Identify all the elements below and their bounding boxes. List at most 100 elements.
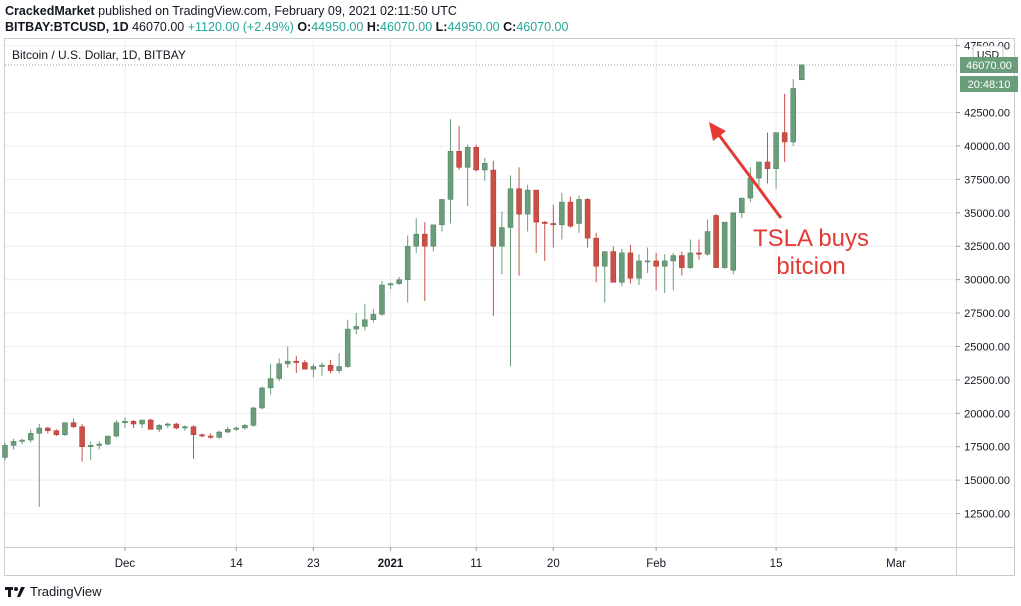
- ohlc-legend: BITBAY:BTCUSD, 1D 46070.00 +1120.00 (+2.…: [5, 19, 568, 35]
- candle-body: [293, 360, 300, 363]
- y-tick-label: 17500.00: [964, 442, 1010, 454]
- candle-body: [53, 430, 60, 435]
- y-tick-label: 40000.00: [964, 141, 1010, 153]
- countdown-text: 20:48:10: [968, 79, 1011, 91]
- y-tick-label: 20000.00: [964, 408, 1010, 420]
- candle-body: [627, 252, 634, 279]
- chart-frame: [4, 38, 1015, 576]
- candle-body: [379, 284, 385, 315]
- candle-body: [601, 251, 608, 267]
- candle-body: [105, 435, 111, 445]
- last-price-tag: 46070.00 20:48:10: [960, 57, 1018, 92]
- candle-body: [319, 364, 325, 367]
- annotation-line1: TSLA buys: [753, 225, 869, 252]
- candle-body: [593, 237, 599, 267]
- candle-body: [670, 255, 677, 262]
- candle-body: [199, 434, 205, 437]
- candle-body: [790, 88, 796, 143]
- y-tick-label: 32500.00: [964, 241, 1010, 253]
- publish-header: CrackedMarket published on TradingView.c…: [5, 3, 457, 19]
- candle-body: [422, 233, 428, 247]
- candle-body: [550, 223, 557, 226]
- candle-body: [267, 378, 274, 389]
- x-tick-label: 14: [230, 558, 243, 570]
- close-value: 46070.00: [516, 20, 569, 34]
- candle-body: [721, 221, 728, 268]
- y-tick-label: 30000.00: [964, 275, 1010, 287]
- candle-body: [473, 147, 479, 171]
- candle-body: [327, 364, 334, 371]
- price-tag-bg: [960, 57, 1018, 73]
- change-value: +1120.00 (+2.49%): [187, 20, 294, 34]
- candle-body: [36, 427, 43, 434]
- candle-body: [156, 425, 162, 430]
- chart-title: Bitcoin / U.S. Dollar, 1D, BITBAY: [12, 48, 186, 62]
- candle-body: [507, 188, 514, 228]
- candle-body: [696, 252, 702, 255]
- candle-body: [584, 199, 591, 239]
- candle-body: [45, 427, 51, 431]
- candle-body: [456, 151, 462, 168]
- y-tick-label: 27500.00: [964, 308, 1010, 320]
- annotation-arrow-shaft: [714, 130, 783, 219]
- annotation-line2: bitcion: [776, 253, 845, 280]
- candle-body: [130, 421, 137, 425]
- x-tick-label: 20: [547, 558, 560, 570]
- candle-body: [739, 197, 745, 214]
- time-axis[interactable]: Dec 14 23 2021 11 20 Feb 15 Mar: [115, 547, 906, 570]
- candle-body: [387, 283, 394, 286]
- y-tick-label: 25000.00: [964, 341, 1010, 353]
- x-tick-label: 15: [770, 558, 783, 570]
- candle-body: [284, 360, 291, 365]
- candle-body: [524, 189, 531, 215]
- low-value: 44950.00: [447, 20, 500, 34]
- candle-body: [276, 363, 282, 379]
- candle-body: [173, 423, 180, 429]
- candle-body: [756, 161, 762, 179]
- candle-body: [567, 201, 574, 227]
- candle-body: [207, 435, 214, 438]
- brand-name: TradingView: [30, 584, 102, 599]
- candle-body: [310, 366, 317, 370]
- candle-body: [70, 422, 77, 427]
- price-axis[interactable]: 12500.00 15000.00 17500.00 20000.00 22500.00…: [956, 41, 1010, 521]
- candle-body: [250, 407, 257, 426]
- candle-body: [259, 387, 265, 409]
- price-tag-text: 46070.00: [966, 60, 1012, 72]
- grid-lines: [5, 39, 956, 547]
- symbol-label[interactable]: BITBAY:BTCUSD, 1D: [5, 20, 129, 34]
- candle-body: [636, 260, 642, 279]
- x-tick-label: Dec: [115, 558, 136, 570]
- candle-body: [559, 201, 565, 226]
- candle-body: [773, 132, 779, 169]
- y-tick-label: 12500.00: [964, 509, 1010, 521]
- candle-body: [781, 132, 788, 143]
- candle-body: [353, 326, 360, 330]
- tradingview-logo-icon: [5, 586, 25, 597]
- candle-body: [619, 252, 625, 283]
- open-value: 44950.00: [311, 20, 364, 34]
- candle-body: [225, 429, 231, 433]
- annotation-arrow-head: [709, 122, 726, 141]
- x-tick-label: 11: [470, 558, 482, 570]
- high-value: 46070.00: [380, 20, 433, 34]
- footer[interactable]: TradingView: [5, 584, 102, 599]
- candle-body: [447, 151, 454, 200]
- candle-body: [79, 426, 85, 447]
- candle-body: [2, 445, 8, 458]
- candle-body: [730, 212, 736, 271]
- x-tick-label: 23: [307, 558, 320, 570]
- author-name[interactable]: CrackedMarket: [5, 4, 95, 18]
- candle-body: [704, 231, 711, 255]
- y-tick-label: 42500.00: [964, 108, 1010, 120]
- candle-body: [404, 245, 411, 280]
- candle-body: [113, 422, 120, 437]
- countdown-bg: [960, 76, 1018, 92]
- published-text: published on TradingView.com, February 0…: [98, 4, 457, 18]
- candle-body: [370, 314, 377, 320]
- candle-body: [542, 221, 548, 224]
- candle-body: [344, 328, 351, 367]
- candle-body: [687, 252, 694, 268]
- x-tick-label: Mar: [886, 558, 906, 570]
